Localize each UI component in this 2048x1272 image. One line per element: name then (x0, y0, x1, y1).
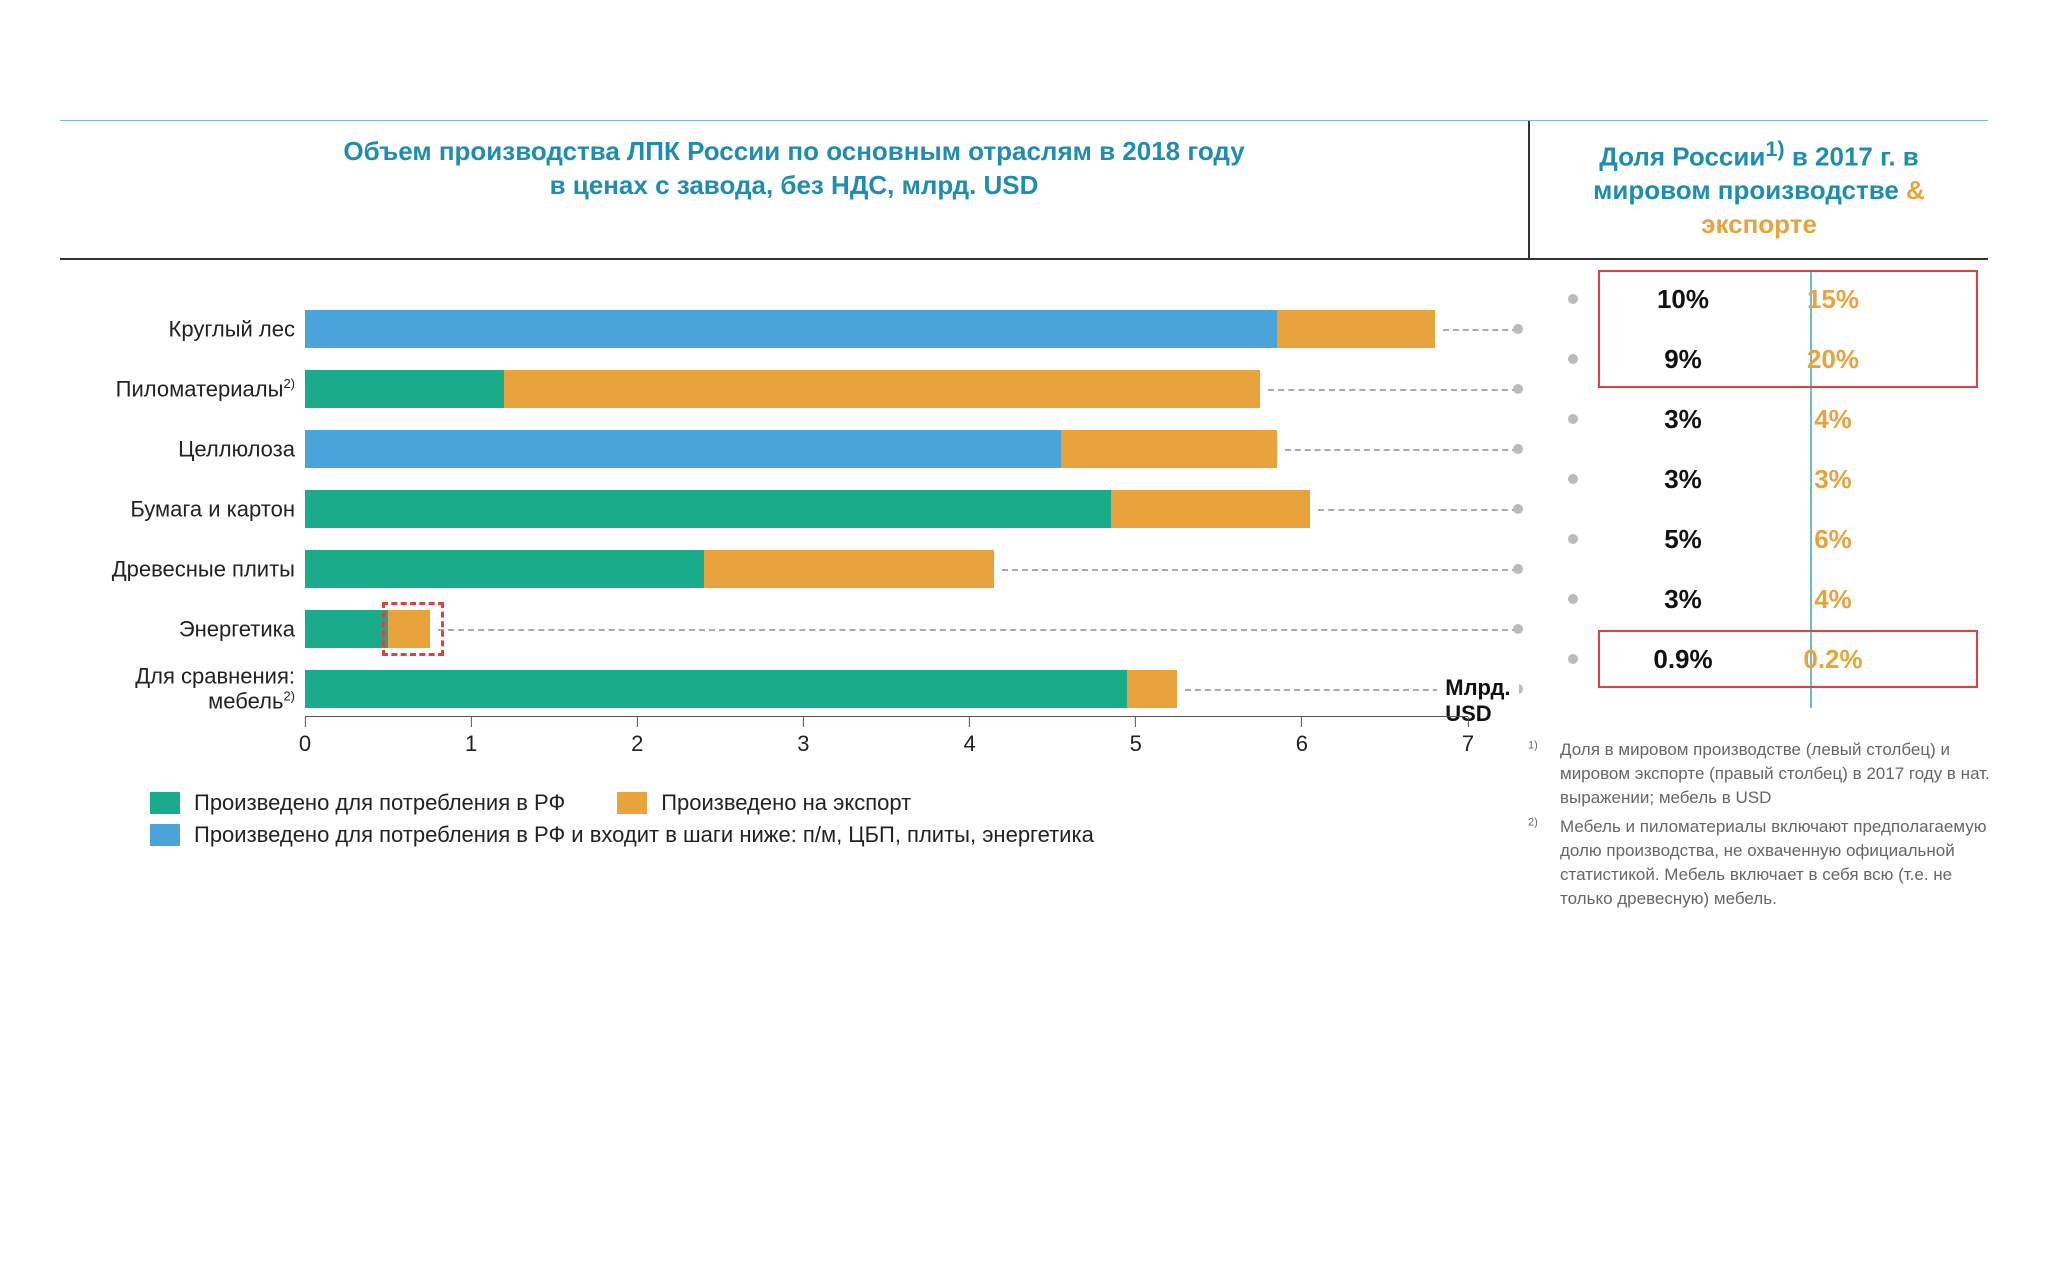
bar-row (305, 490, 1468, 528)
share-export-value: 3% (1758, 464, 1908, 495)
leader-line (1268, 389, 1518, 391)
category-label: Энергетика (60, 616, 295, 641)
x-tick: 7 (1462, 717, 1474, 757)
footnote-1: 1) Доля в мировом производстве (левый ст… (1528, 738, 1998, 809)
bar-segment-orange (1061, 430, 1277, 468)
x-tick: 0 (299, 717, 311, 757)
bar-segment-green (305, 610, 388, 648)
x-axis: 01234567 (305, 716, 1468, 766)
x-tick: 1 (465, 717, 477, 757)
category-label: Целлюлоза (60, 436, 295, 461)
share-production-value: 5% (1608, 524, 1758, 555)
leader-line (1443, 329, 1518, 331)
share-highlight-box (1598, 630, 1978, 688)
share-production-value: 3% (1608, 584, 1758, 615)
bar-segment-orange (504, 370, 1260, 408)
share-row: 3%4% (1528, 580, 1988, 618)
share-panel: 1) Доля в мировом производстве (левый ст… (1528, 260, 1988, 854)
share-production-value: 3% (1608, 464, 1758, 495)
body-row: Круглый лес Пиломатериалы2) Целлюлоза Бумаг… (60, 260, 1988, 854)
legend-swatch-blue (150, 824, 180, 846)
dashed-highlight-box (382, 602, 444, 656)
footnote-2-num: 2) (1528, 815, 1550, 910)
bar-segment-blue (305, 430, 1061, 468)
titles-row: Объем производства ЛПК России по основны… (60, 120, 1988, 260)
footnote-2: 2) Мебель и пиломатериалы включают предп… (1528, 815, 1998, 910)
footnotes: 1) Доля в мировом производстве (левый ст… (1528, 738, 1998, 917)
share-dot (1568, 414, 1578, 424)
category-label: Древесные плиты (60, 556, 295, 581)
share-dot (1568, 354, 1578, 364)
share-dot (1568, 294, 1578, 304)
share-row: 5%6% (1528, 520, 1988, 558)
legend-row-1: Произведено для потребления в РФ Произве… (150, 790, 1528, 816)
bar-segment-blue (305, 310, 1277, 348)
share-production-value: 3% (1608, 404, 1758, 435)
footnote-1-text: Доля в мировом производстве (левый столб… (1560, 738, 1998, 809)
share-title-sup: 1) (1765, 136, 1784, 161)
share-dot (1568, 534, 1578, 544)
share-export-value: 4% (1758, 404, 1908, 435)
share-row: 3%3% (1528, 460, 1988, 498)
bar-segment-orange (1111, 490, 1310, 528)
leader-dot (1513, 564, 1523, 574)
legend: Произведено для потребления в РФ Произве… (150, 790, 1528, 848)
category-label: Круглый лес (60, 316, 295, 341)
bar-row (305, 310, 1468, 348)
share-dot (1568, 474, 1578, 484)
legend-swatch-green (150, 792, 180, 814)
category-label: Бумага и картон (60, 496, 295, 521)
bar-segment-green (305, 490, 1111, 528)
share-dot (1568, 654, 1578, 664)
legend-row-2: Произведено для потребления в РФ и входи… (150, 822, 1528, 848)
legend-label-blue: Произведено для потребления в РФ и входи… (194, 822, 1094, 848)
share-title-prefix: Доля России (1599, 142, 1765, 172)
chart-title: Объем производства ЛПК России по основны… (60, 121, 1528, 258)
bar-segment-green (305, 370, 504, 408)
leader-line (1285, 449, 1518, 451)
chart-title-line2: в ценах с завода, без НДС, млрд. USD (550, 170, 1039, 200)
bar-segment-orange (704, 550, 995, 588)
share-title-export: экспорте (1701, 209, 1817, 239)
share-export-value: 6% (1758, 524, 1908, 555)
leader-dot (1513, 384, 1523, 394)
footnote-2-text: Мебель и пиломатериалы включают предпола… (1560, 815, 1998, 910)
footnote-1-num: 1) (1528, 738, 1550, 809)
x-tick: 5 (1130, 717, 1142, 757)
share-title-amp: & (1906, 175, 1925, 205)
legend-label-orange: Произведено на экспорт (661, 790, 911, 816)
bar-segment-orange (1277, 310, 1435, 348)
leader-line (438, 629, 1518, 631)
category-label: Пиломатериалы2) (60, 376, 295, 401)
x-tick: 2 (631, 717, 643, 757)
share-highlight-box (1598, 270, 1978, 388)
chart-plot: Круглый лесПиломатериалы2)ЦеллюлозаБумаг… (305, 290, 1468, 716)
chart-title-line1: Объем производства ЛПК России по основны… (343, 136, 1244, 166)
share-export-value: 4% (1758, 584, 1908, 615)
bar-segment-green (305, 670, 1127, 708)
leader-dot (1513, 624, 1523, 634)
leader-line (1318, 509, 1518, 511)
bar-segment-green (305, 550, 704, 588)
legend-label-green: Произведено для потребления в РФ (194, 790, 565, 816)
share-row: 3%4% (1528, 400, 1988, 438)
chart-panel: Круглый лес Пиломатериалы2) Целлюлоза Бумаг… (60, 260, 1528, 854)
legend-swatch-orange (617, 792, 647, 814)
leader-dot (1513, 444, 1523, 454)
x-tick: 6 (1296, 717, 1308, 757)
share-dot (1568, 594, 1578, 604)
x-tick: 3 (797, 717, 809, 757)
leader-line (1002, 569, 1518, 571)
leader-dot (1513, 324, 1523, 334)
share-title: Доля России1) в 2017 г. в мировом произв… (1528, 121, 1988, 258)
leader-dot (1513, 504, 1523, 514)
category-label: Для сравнения:мебель2) (60, 664, 295, 715)
bar-segment-orange (1127, 670, 1177, 708)
x-tick: 4 (963, 717, 975, 757)
